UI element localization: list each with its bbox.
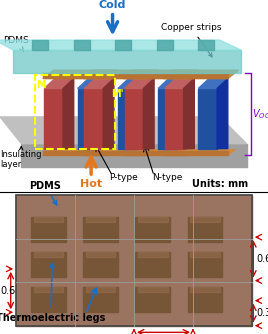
Polygon shape bbox=[83, 73, 147, 78]
Polygon shape bbox=[43, 70, 118, 78]
Text: Thermoelectric legs: Thermoelectric legs bbox=[0, 264, 106, 323]
Text: Hot: Hot bbox=[80, 179, 102, 189]
Polygon shape bbox=[86, 252, 115, 257]
Polygon shape bbox=[125, 89, 143, 149]
Text: Insulating
layer: Insulating layer bbox=[0, 146, 42, 169]
Text: Copper strips: Copper strips bbox=[161, 23, 221, 57]
Polygon shape bbox=[84, 89, 103, 149]
Polygon shape bbox=[63, 78, 74, 149]
Polygon shape bbox=[123, 73, 188, 78]
Polygon shape bbox=[31, 287, 66, 312]
Polygon shape bbox=[138, 287, 168, 292]
Polygon shape bbox=[177, 78, 188, 149]
Polygon shape bbox=[188, 287, 222, 312]
Polygon shape bbox=[44, 78, 74, 89]
Polygon shape bbox=[96, 78, 107, 149]
Text: 0.6: 0.6 bbox=[0, 286, 15, 296]
Polygon shape bbox=[115, 40, 131, 50]
Polygon shape bbox=[16, 195, 252, 326]
Text: Units: mm: Units: mm bbox=[192, 179, 248, 189]
Polygon shape bbox=[135, 217, 170, 242]
Polygon shape bbox=[163, 70, 239, 78]
Polygon shape bbox=[44, 89, 63, 149]
Polygon shape bbox=[74, 40, 90, 50]
Polygon shape bbox=[84, 78, 114, 89]
Polygon shape bbox=[103, 78, 114, 149]
Polygon shape bbox=[13, 50, 241, 73]
Text: $V_{OC}$: $V_{OC}$ bbox=[252, 107, 268, 121]
Polygon shape bbox=[198, 89, 217, 149]
Polygon shape bbox=[157, 40, 173, 50]
Polygon shape bbox=[125, 78, 154, 89]
Polygon shape bbox=[83, 150, 155, 155]
Polygon shape bbox=[190, 287, 220, 292]
Polygon shape bbox=[43, 73, 107, 78]
Polygon shape bbox=[123, 70, 198, 78]
Polygon shape bbox=[123, 150, 196, 155]
Polygon shape bbox=[34, 252, 63, 257]
Polygon shape bbox=[34, 217, 63, 222]
Polygon shape bbox=[118, 78, 147, 89]
Polygon shape bbox=[43, 150, 115, 155]
Polygon shape bbox=[0, 117, 247, 144]
Polygon shape bbox=[31, 252, 66, 277]
Polygon shape bbox=[165, 78, 194, 89]
Polygon shape bbox=[138, 217, 168, 222]
Text: M': M' bbox=[111, 89, 124, 99]
Polygon shape bbox=[0, 40, 241, 50]
Polygon shape bbox=[123, 151, 188, 155]
Polygon shape bbox=[31, 217, 66, 242]
Polygon shape bbox=[21, 144, 247, 167]
Polygon shape bbox=[86, 287, 115, 292]
Polygon shape bbox=[188, 217, 222, 242]
Polygon shape bbox=[184, 78, 194, 149]
Text: PDMS: PDMS bbox=[30, 181, 61, 205]
Polygon shape bbox=[118, 89, 137, 149]
Polygon shape bbox=[163, 150, 236, 155]
Polygon shape bbox=[158, 78, 188, 89]
Polygon shape bbox=[143, 78, 154, 149]
Polygon shape bbox=[78, 78, 107, 89]
Polygon shape bbox=[137, 78, 147, 149]
Polygon shape bbox=[43, 151, 107, 155]
Polygon shape bbox=[83, 151, 147, 155]
Text: PDMS: PDMS bbox=[3, 36, 28, 51]
Text: M: M bbox=[36, 80, 46, 90]
Polygon shape bbox=[158, 89, 177, 149]
Polygon shape bbox=[83, 70, 158, 78]
Polygon shape bbox=[190, 252, 220, 257]
Polygon shape bbox=[163, 151, 228, 155]
Polygon shape bbox=[86, 217, 115, 222]
Polygon shape bbox=[198, 40, 214, 50]
Text: 0.6: 0.6 bbox=[256, 254, 268, 264]
Polygon shape bbox=[32, 40, 48, 50]
Polygon shape bbox=[78, 89, 96, 149]
Polygon shape bbox=[217, 78, 228, 149]
Text: N-type: N-type bbox=[152, 173, 183, 182]
Polygon shape bbox=[83, 287, 118, 312]
Polygon shape bbox=[188, 252, 222, 277]
Polygon shape bbox=[34, 287, 63, 292]
Text: Cold: Cold bbox=[99, 0, 126, 10]
Polygon shape bbox=[16, 195, 252, 326]
Polygon shape bbox=[198, 78, 228, 89]
Polygon shape bbox=[138, 252, 168, 257]
Polygon shape bbox=[135, 252, 170, 277]
Text: P-type: P-type bbox=[109, 173, 138, 182]
Polygon shape bbox=[163, 73, 228, 78]
Bar bbox=[16, 195, 252, 326]
Polygon shape bbox=[190, 217, 220, 222]
Text: 0.3: 0.3 bbox=[256, 308, 268, 318]
Polygon shape bbox=[165, 89, 184, 149]
Polygon shape bbox=[83, 217, 118, 242]
Bar bbox=[35, 75, 115, 149]
Polygon shape bbox=[135, 287, 170, 312]
Polygon shape bbox=[83, 252, 118, 277]
